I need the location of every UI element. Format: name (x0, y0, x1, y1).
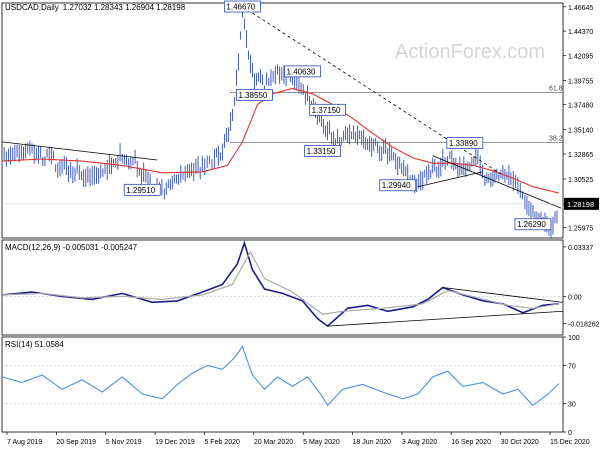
rsi-y-tick-label: 100 (568, 335, 580, 342)
macd-y-tick-label: 0.00 (568, 294, 582, 301)
price-annotation-box (379, 179, 417, 192)
last-price-tag (564, 197, 599, 210)
price-y-tick-label: 1.39755 (568, 78, 593, 85)
rsi-line (1, 345, 560, 407)
price-annotation-label: 1.33150 (307, 147, 336, 156)
trend-line (417, 171, 483, 188)
price-annotation-label: 1.38550 (238, 91, 267, 100)
price-annotation-label: 1.26290 (517, 220, 546, 229)
macd-line (1, 240, 560, 328)
x-tick-label: 5 Nov 2019 (106, 439, 142, 446)
x-tick-label: 5 May 2020 (303, 439, 340, 446)
price-y-tick-label: 1.25975 (568, 226, 593, 233)
price-y-tick-label: 1.30525 (568, 177, 593, 184)
rsi-y-tick-label: 70 (568, 364, 576, 371)
ema-line (1, 87, 560, 194)
macd-title: MACD(12,26,9) -0.005031 -0.005247 (5, 243, 138, 252)
price-annotation-box (284, 65, 321, 78)
price-annotation-label: 1.29940 (382, 181, 411, 190)
price-y-tick-label: 1.46645 (568, 5, 593, 12)
price-annotation-label: 1.40630 (287, 67, 316, 76)
chart-symbol: USDCAD,Daily (5, 3, 59, 12)
macd-y-tick-label: -0.018262 (568, 322, 600, 329)
price-annotation-box (224, 0, 261, 13)
macd-y-tick-label: 0.03337 (568, 245, 593, 252)
x-tick-label: 20 Mar 2020 (254, 439, 293, 446)
price-y-tick-label: 1.42095 (568, 53, 593, 60)
watermark: ActionForex.com (395, 41, 545, 63)
price-annotation-box (236, 88, 273, 101)
x-tick-label: 5 Feb 2020 (204, 439, 240, 446)
price-panel-border (1, 2, 564, 239)
rsi-y-tick-label: 0 (568, 430, 572, 437)
last-price-label: 1.28198 (567, 200, 594, 209)
price-annotation-label: 1.29510 (126, 186, 155, 195)
trend-line (432, 155, 562, 209)
panel-frames (1, 2, 564, 433)
price-annotation-box (309, 103, 346, 116)
rsi-title: RSI(14) 51.0584 (5, 340, 64, 349)
price-annotation-label: 1.46670 (226, 3, 255, 12)
x-tick-label: 18 Jun 2020 (353, 439, 392, 446)
rsi-panel-border (1, 336, 564, 433)
x-tick-label: 15 Dec 2020 (550, 439, 590, 446)
macd-panel: 0.03337 0.00 -0.018262 MACD(12,26,9) -0.005… (1, 240, 600, 329)
x-tick-label: 20 Sep 2019 (56, 439, 96, 446)
rsi-panel: 100 70 30 0 RSI(14) 51.0584 (1, 335, 580, 437)
x-tick-label: 16 Sep 2020 (451, 439, 491, 446)
price-annotation-box (514, 218, 552, 231)
price-y-tick-label: 1.37480 (568, 103, 593, 110)
trend-line (327, 310, 564, 327)
price-y-tick-label: 1.35140 (568, 128, 593, 135)
x-tick-label: 19 Dec 2019 (155, 439, 195, 446)
chart-ohlc: 1.27032 1.28343 1.26904 1.28198 (63, 3, 186, 12)
fib-level-label: 61.8 (549, 86, 563, 93)
price-panel: 1.46645 1.44370 1.42095 1.39755 1.37480 1.351… (1, 0, 599, 239)
rsi-y-tick-label: 30 (568, 402, 576, 409)
signal-line (1, 250, 560, 315)
price-annotation-label: 1.37150 (312, 106, 341, 115)
price-y-tick-label: 1.44370 (568, 29, 593, 36)
trend-line (1, 141, 158, 161)
x-tick-label: 3 Aug 2020 (402, 439, 438, 446)
chart-header: USDCAD,Daily 1.27032 1.28343 1.26904 1.28… (5, 3, 186, 12)
fib-level-label: 38.2 (549, 135, 563, 142)
price-annotation-box (304, 145, 341, 157)
x-tick-label: 7 Aug 2019 (7, 439, 43, 446)
price-y-tick-label: 1.32865 (568, 152, 593, 159)
price-annotation-label: 1.33890 (449, 139, 478, 148)
price-annotation-box (123, 183, 161, 196)
x-axis: 7 Aug 2019 20 Sep 2019 5 Nov 2019 19 Dec 20… (6, 432, 590, 446)
trend-line (442, 287, 564, 303)
x-tick-label: 30 Oct 2020 (501, 439, 539, 446)
macd-panel-border (1, 239, 564, 336)
price-annotation-box (446, 137, 484, 149)
